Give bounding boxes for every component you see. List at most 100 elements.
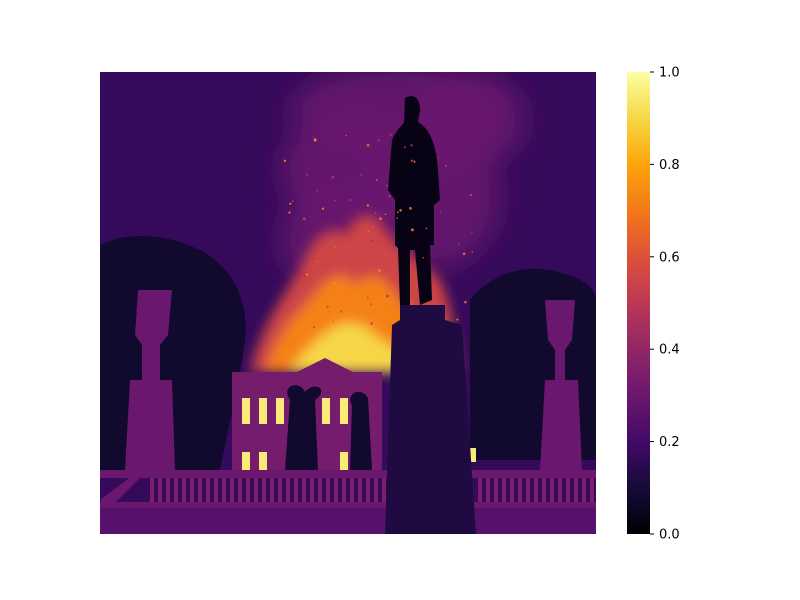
baluster (366, 478, 370, 502)
spark (366, 204, 369, 207)
spark (403, 146, 406, 149)
spark (456, 318, 459, 321)
spark (302, 217, 306, 221)
baluster (302, 478, 306, 502)
spark (294, 305, 297, 307)
colorbar-tick-label: 0.6 (659, 250, 680, 265)
baluster (558, 478, 562, 502)
spark (360, 173, 362, 176)
baluster (550, 478, 554, 502)
spark (367, 230, 370, 232)
baluster (518, 478, 522, 502)
lit-windows (242, 398, 476, 470)
spark (439, 211, 442, 214)
balustrade (100, 470, 596, 510)
baluster (542, 478, 546, 502)
baluster (334, 478, 338, 502)
heatmap-image (100, 72, 596, 534)
colorbar-ticks: 0.0 0.2 0.4 0.6 0.8 1.0 (650, 66, 680, 543)
baluster (350, 478, 354, 502)
baluster (294, 478, 298, 502)
spark (397, 211, 399, 214)
spark (425, 227, 428, 230)
spark (410, 228, 414, 232)
spark (319, 234, 321, 237)
spark (471, 250, 474, 253)
spark (291, 200, 294, 202)
spark (386, 184, 389, 187)
spark (366, 143, 370, 147)
baluster (198, 478, 202, 502)
spark (369, 276, 372, 279)
spark (303, 287, 307, 291)
spark (370, 322, 374, 325)
spark (305, 273, 308, 276)
baluster (358, 478, 362, 502)
baluster (262, 478, 266, 502)
spark (379, 217, 382, 221)
right-urn (540, 300, 582, 470)
spark (386, 294, 389, 298)
spark (288, 211, 291, 214)
spark (362, 238, 365, 242)
spark (349, 199, 351, 201)
spark (464, 300, 467, 304)
spark (306, 173, 309, 176)
baluster (182, 478, 186, 502)
baluster (566, 478, 570, 502)
spark (334, 246, 337, 248)
baluster (478, 478, 482, 502)
spark (409, 207, 412, 210)
baluster (166, 478, 170, 502)
colorbar-tick-label: 0.8 (659, 158, 680, 173)
baluster (254, 478, 258, 502)
spark (313, 326, 316, 329)
spark (331, 176, 335, 179)
spark (376, 179, 378, 182)
baluster (206, 478, 210, 502)
baluster (494, 478, 498, 502)
spark (471, 232, 473, 234)
baluster (230, 478, 234, 502)
baluster (278, 478, 282, 502)
spark (378, 269, 381, 272)
spark (388, 195, 391, 197)
baluster (574, 478, 578, 502)
spark (334, 199, 337, 202)
spark (399, 209, 402, 212)
spark (470, 194, 472, 196)
ground-strip (100, 508, 596, 534)
baluster (590, 478, 594, 502)
sparks (283, 133, 474, 330)
colorbar: 0.0 0.2 0.4 0.6 0.8 1.0 (627, 66, 680, 543)
baluster (238, 478, 242, 502)
spark (413, 160, 416, 163)
spark (313, 136, 315, 139)
baluster (246, 478, 250, 502)
spark (384, 213, 387, 216)
baluster (310, 478, 314, 502)
spark (326, 305, 329, 308)
spark (366, 296, 369, 299)
spark (321, 207, 325, 210)
colorbar-tick-label: 0.4 (659, 343, 680, 358)
spark (370, 303, 373, 306)
baluster (486, 478, 490, 502)
spark (315, 260, 318, 263)
spark (345, 134, 347, 137)
baluster (502, 478, 506, 502)
spark (316, 190, 318, 192)
spark (411, 303, 413, 305)
baluster (318, 478, 322, 502)
spark (462, 252, 466, 256)
spark (410, 159, 414, 163)
spark (445, 164, 447, 167)
spark (377, 139, 380, 142)
baluster (190, 478, 194, 502)
spark (339, 310, 343, 313)
baluster (174, 478, 178, 502)
spark (283, 159, 287, 163)
spark (437, 156, 439, 159)
baluster (222, 478, 226, 502)
